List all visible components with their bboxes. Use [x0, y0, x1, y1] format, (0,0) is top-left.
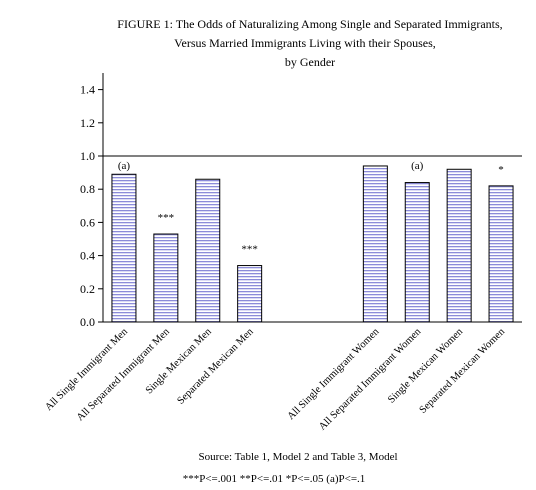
bar: [446, 168, 472, 323]
bar: [404, 182, 430, 323]
significance-label: (a): [411, 160, 424, 172]
bar: [153, 233, 179, 323]
significance-label: ***: [158, 212, 175, 224]
chart-title: FIGURE 1: The Odds of Naturalizing Among…: [117, 17, 502, 69]
bars: [111, 165, 514, 323]
y-tick-label: 1.0: [80, 149, 95, 163]
bar: [195, 178, 221, 323]
category-label: Separated Mexican Men: [175, 326, 256, 407]
category-label: Single Mexican Women: [386, 326, 466, 406]
bar: [237, 265, 263, 323]
bar: [362, 165, 388, 323]
y-tick-label: 0.4: [80, 249, 95, 263]
significance-label: *: [498, 164, 504, 176]
significance-label: (a): [118, 160, 131, 172]
significance-note: ***P<=.001 **P<=.01 *P<=.05 (a)P<=.1: [183, 473, 366, 485]
y-tick-label: 0.8: [80, 182, 95, 196]
y-tick-label: 0.0: [80, 315, 95, 329]
source-note: Source: Table 1, Model 2 and Table 3, Mo…: [198, 451, 397, 463]
significance-labels: (a) *** *** (a) *: [118, 160, 504, 256]
y-tick-label: 1.4: [80, 83, 95, 97]
title-line-1: FIGURE 1: The Odds of Naturalizing Among…: [117, 17, 502, 31]
title-line-2: Versus Married Immigrants Living with th…: [174, 36, 436, 50]
category-label: Separated Mexican Women: [418, 326, 508, 416]
bar: [111, 173, 137, 323]
y-axis: 0.0 0.2 0.4 0.6 0.8 1.0 1.2 1.4: [80, 83, 103, 329]
significance-label: ***: [241, 244, 258, 256]
y-tick-label: 0.2: [80, 282, 95, 296]
y-tick-label: 0.6: [80, 215, 95, 229]
bar: [488, 185, 514, 323]
y-tick-label: 1.2: [80, 116, 95, 130]
title-line-3: by Gender: [285, 55, 335, 69]
category-label: All Single Immigrant Men: [43, 326, 130, 413]
